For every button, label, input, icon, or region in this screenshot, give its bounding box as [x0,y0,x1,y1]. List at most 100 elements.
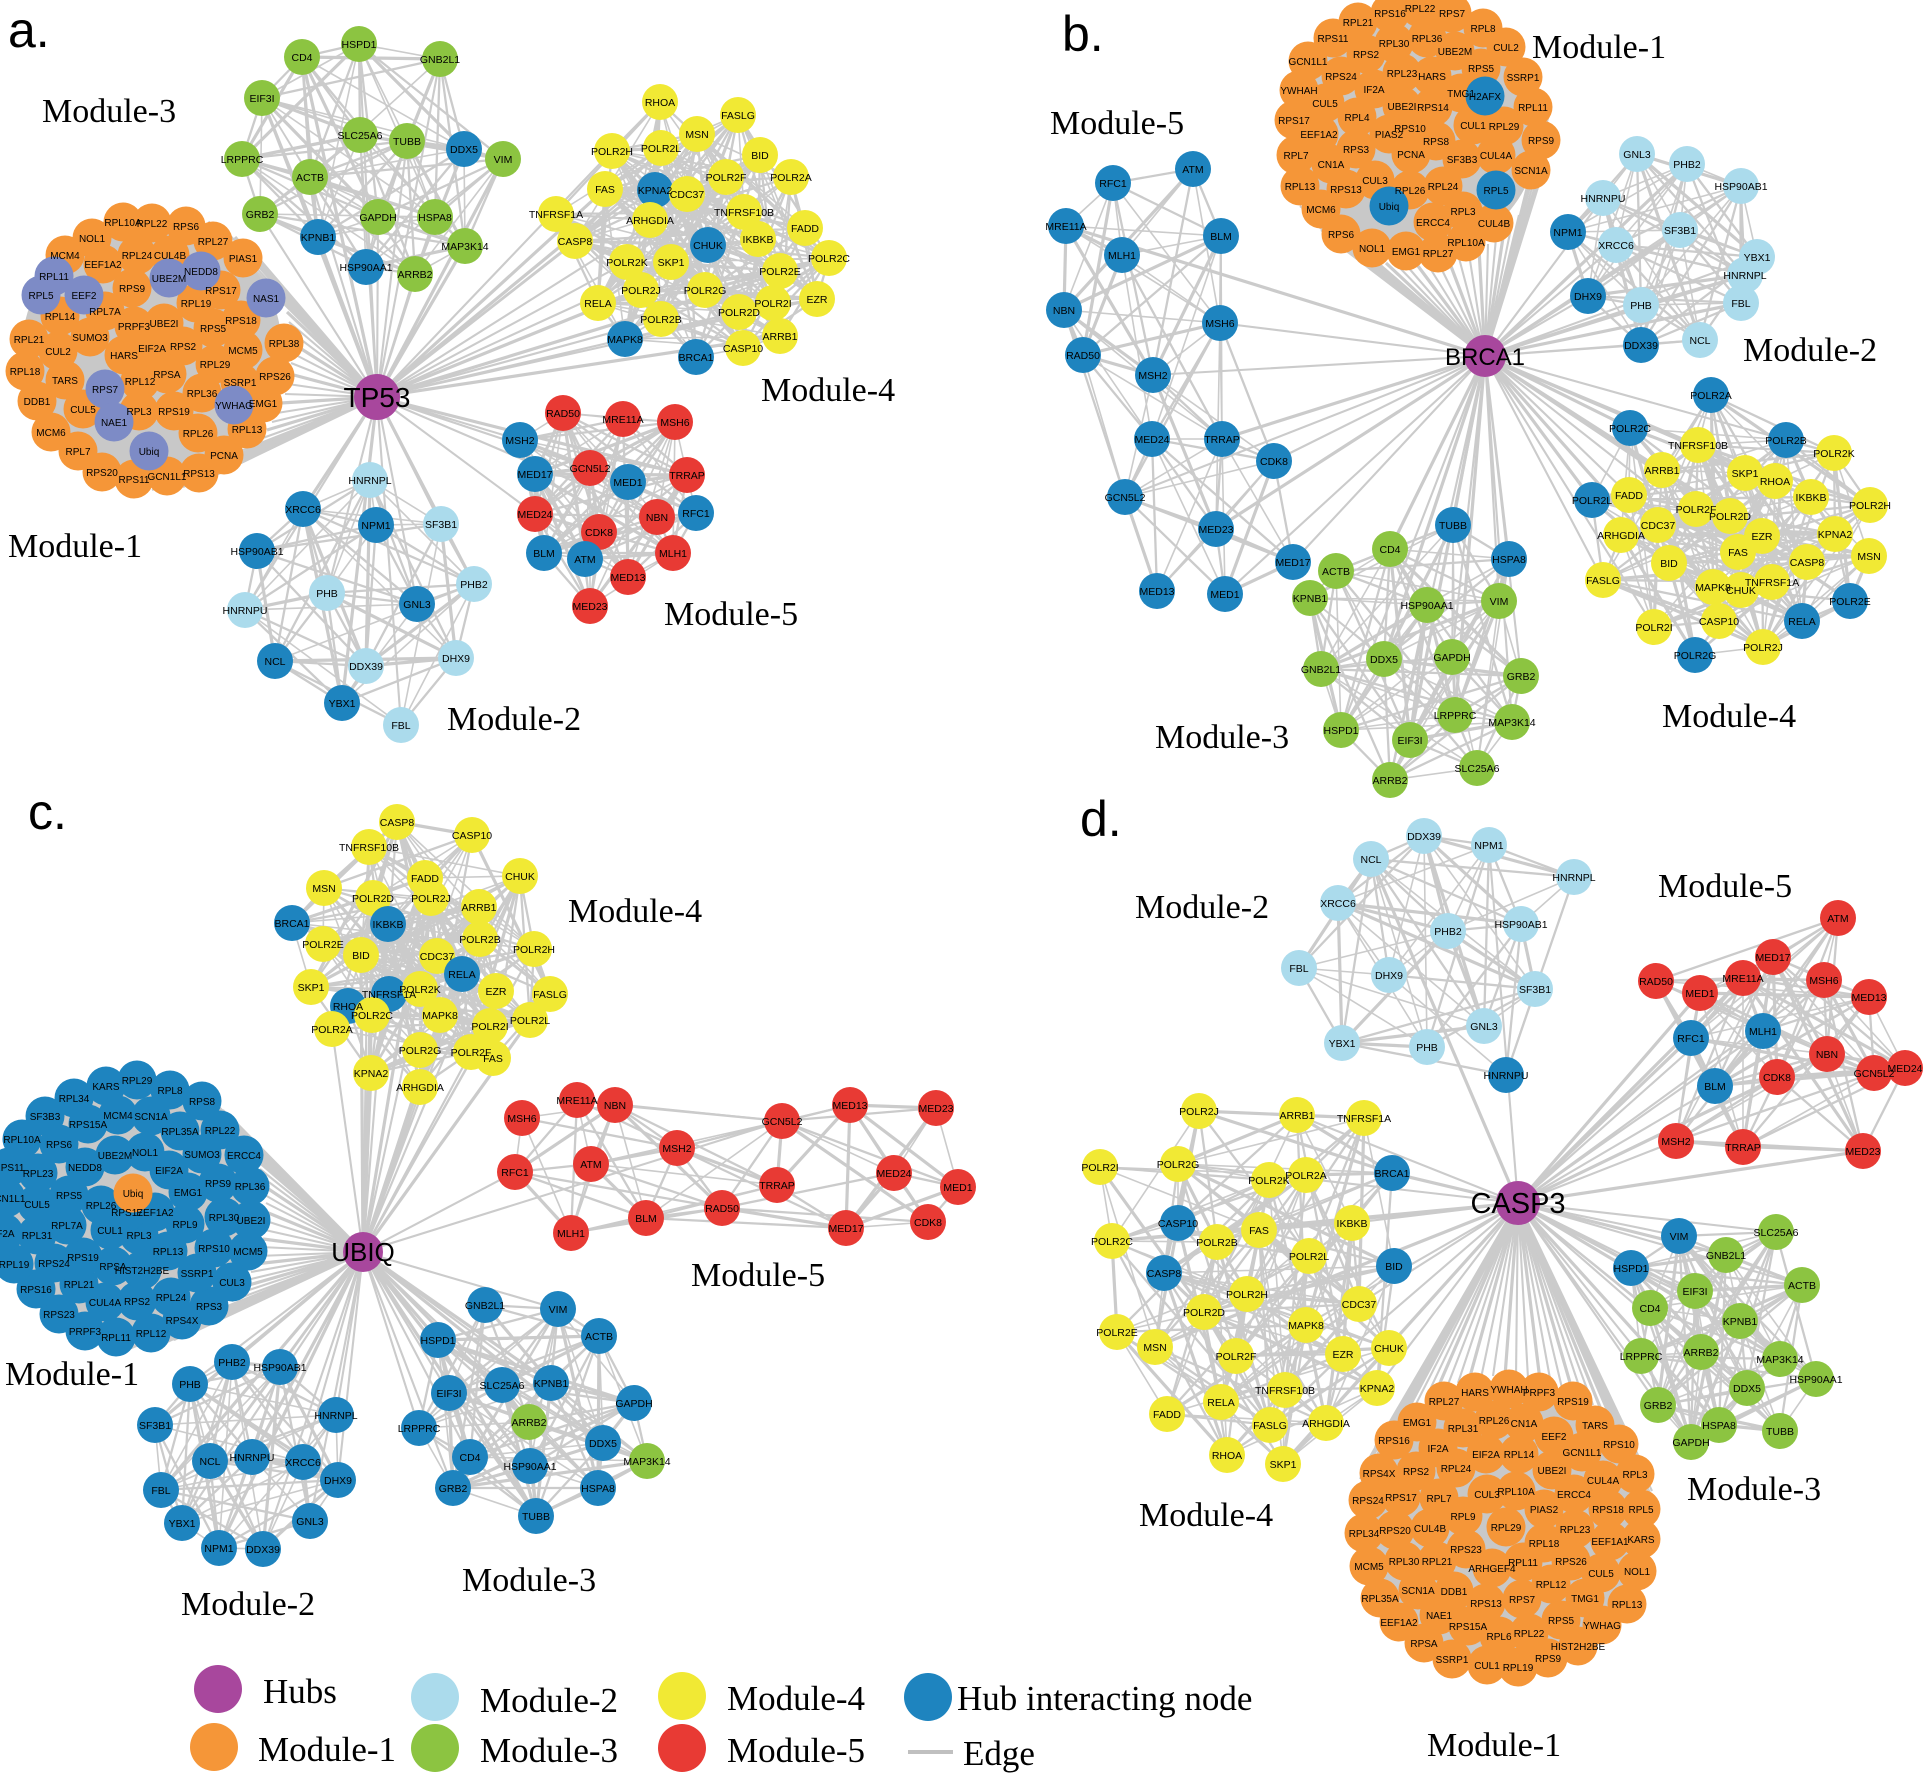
svg-text:ACTB: ACTB [1322,566,1350,578]
svg-text:HIST2H2BE: HIST2H2BE [1551,1642,1606,1653]
svg-text:RPL36: RPL36 [187,389,218,400]
svg-text:HSPD1: HSPD1 [1323,725,1358,737]
svg-text:MED23: MED23 [572,601,607,613]
svg-text:NBN: NBN [1053,305,1075,317]
svg-text:POLR2L: POLR2L [510,1015,550,1027]
svg-text:PCNA: PCNA [1397,150,1425,161]
svg-text:UBE2I: UBE2I [237,1216,266,1227]
svg-text:EMG1: EMG1 [1403,1418,1432,1429]
svg-text:Module-3: Module-3 [42,93,176,130]
svg-text:MSN: MSN [312,883,335,895]
svg-text:MSH2: MSH2 [1138,370,1167,382]
svg-text:NCL: NCL [264,656,285,668]
svg-text:Module-4: Module-4 [568,893,702,930]
svg-text:FBL: FBL [1289,963,1308,975]
svg-text:SKP1: SKP1 [1270,1459,1297,1471]
svg-text:CUL4B: CUL4B [1414,1524,1447,1535]
svg-text:EEF1A2: EEF1A2 [136,1208,174,1219]
svg-text:Module-1: Module-1 [1427,1727,1561,1764]
svg-text:RPL5: RPL5 [1483,186,1508,197]
svg-text:RPS19: RPS19 [1557,1397,1589,1408]
svg-text:FADD: FADD [791,223,819,235]
svg-text:RPS7: RPS7 [92,385,119,396]
svg-text:CDK8: CDK8 [1260,456,1288,468]
svg-text:BID: BID [1385,1261,1403,1273]
svg-text:GAPDH: GAPDH [359,212,396,224]
svg-text:MCM6: MCM6 [1306,205,1336,216]
svg-text:RPS14: RPS14 [1417,103,1449,114]
svg-text:POLR2L: POLR2L [1572,495,1612,507]
svg-text:RHOA: RHOA [333,1001,363,1013]
svg-text:CHUK: CHUK [693,240,723,252]
svg-text:RPL27: RPL27 [1423,249,1454,260]
svg-text:NOL1: NOL1 [1624,1567,1651,1578]
svg-text:VIM: VIM [1490,596,1509,608]
svg-text:POLR2F: POLR2F [706,172,747,184]
svg-text:POLR2C: POLR2C [1609,423,1651,435]
svg-text:RPL26: RPL26 [1395,186,1426,197]
svg-text:GAPDH: GAPDH [1672,1437,1709,1449]
svg-text:NEDD8: NEDD8 [184,267,218,278]
svg-text:MAPK8: MAPK8 [607,334,643,346]
svg-text:Module-4: Module-4 [761,372,895,409]
svg-text:TMG1: TMG1 [1447,89,1475,100]
svg-text:XRCC6: XRCC6 [285,1457,321,1469]
svg-text:POLR2B: POLR2B [1196,1237,1237,1249]
svg-text:Hub interacting node: Hub interacting node [957,1679,1252,1718]
svg-text:NOL1: NOL1 [1359,244,1386,255]
svg-text:UBE2I: UBE2I [1538,1466,1567,1477]
svg-text:RPS18: RPS18 [1592,1505,1624,1516]
svg-text:ACTB: ACTB [296,172,324,184]
svg-text:Ubiq: Ubiq [139,447,160,458]
svg-text:MAP3K14: MAP3K14 [1488,717,1535,729]
svg-text:RPL30: RPL30 [209,1213,240,1224]
svg-text:RPS26: RPS26 [259,372,291,383]
svg-text:MED24: MED24 [517,509,552,521]
svg-text:SF3B1: SF3B1 [1664,225,1696,237]
svg-text:MED1: MED1 [943,1182,972,1194]
svg-text:CN1A: CN1A [1511,1419,1538,1430]
svg-text:Module-3: Module-3 [1155,719,1289,756]
svg-text:RPS6: RPS6 [46,1140,73,1151]
svg-text:RPL19: RPL19 [1503,1663,1534,1674]
svg-text:H2AFX: H2AFX [1469,92,1502,103]
svg-text:MSH2: MSH2 [505,435,534,447]
svg-text:CD4: CD4 [1379,544,1400,556]
svg-text:PIAS2: PIAS2 [1375,130,1404,141]
svg-text:RPL7: RPL7 [1426,1494,1451,1505]
svg-text:POLR2E: POLR2E [1096,1327,1137,1339]
svg-text:MED24: MED24 [1134,434,1169,446]
svg-text:KPNB1: KPNB1 [1293,593,1328,605]
svg-text:RPS5: RPS5 [56,1191,83,1202]
svg-text:RPL13: RPL13 [1612,1600,1643,1611]
svg-text:ARRB2: ARRB2 [511,1417,546,1429]
svg-text:CUL3: CUL3 [1474,1490,1500,1501]
svg-text:CUL5: CUL5 [1312,99,1338,110]
svg-text:FASLG: FASLG [1253,1420,1287,1432]
svg-text:POLR2J: POLR2J [621,285,661,297]
svg-text:POLR2I: POLR2I [1081,1162,1118,1174]
svg-text:EZR: EZR [1333,1349,1354,1361]
svg-text:HARS: HARS [1418,72,1446,83]
svg-text:RPL10A: RPL10A [1497,1487,1535,1498]
svg-text:RPS5: RPS5 [200,324,227,335]
svg-text:RELA: RELA [1788,616,1815,628]
svg-text:TUBB: TUBB [1439,520,1467,532]
svg-text:RPS2: RPS2 [124,1297,151,1308]
svg-text:RPL12: RPL12 [136,1329,167,1340]
svg-text:POLR2A: POLR2A [1690,390,1731,402]
svg-text:SLC25A6: SLC25A6 [1754,1227,1799,1239]
svg-text:RPS23: RPS23 [43,1310,75,1321]
svg-text:RPL22: RPL22 [1405,4,1436,15]
svg-text:MED17: MED17 [1755,952,1790,964]
svg-text:PHB2: PHB2 [1673,159,1701,171]
svg-text:RPS17: RPS17 [1385,1493,1417,1504]
svg-text:MSN: MSN [1143,1342,1166,1354]
svg-text:LRPPRC: LRPPRC [1434,710,1477,722]
svg-text:RPL24: RPL24 [122,251,153,262]
svg-text:UBE2M: UBE2M [1438,47,1472,58]
svg-text:MED13: MED13 [1851,992,1886,1004]
svg-text:CASP10: CASP10 [1699,616,1739,628]
svg-text:ARHGDIA: ARHGDIA [626,215,674,227]
svg-text:RPS9: RPS9 [1535,1654,1562,1665]
